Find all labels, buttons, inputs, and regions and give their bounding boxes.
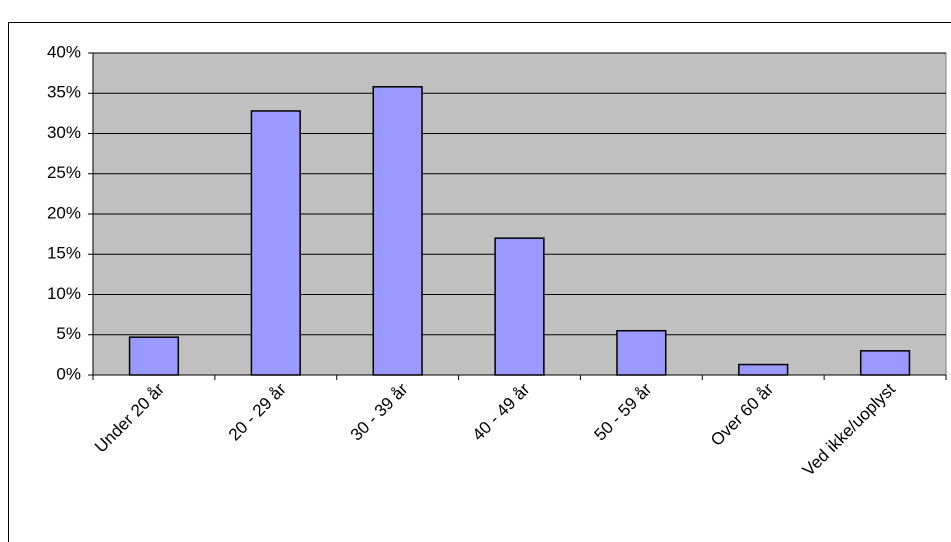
y-tick-label: 10% [47,284,81,303]
x-tick-label: 50 - 59 år [590,379,655,444]
y-tick-label: 0% [56,364,81,383]
x-tick-label: 40 - 49 år [469,379,534,444]
bar [250,110,301,376]
x-tick-label: Ved ikke/uoplyst [799,379,899,479]
y-tick-label: 35% [47,83,81,102]
bar [372,86,423,376]
bar [616,329,667,376]
bar [738,363,789,376]
bar [859,350,911,376]
y-tick-label: 40% [47,42,81,61]
y-tick-label: 15% [47,244,81,263]
bar [128,336,180,376]
y-tick-label: 20% [47,203,81,222]
x-tick-label: 30 - 39 år [347,379,412,444]
x-tick-label: 20 - 29 år [225,379,290,444]
y-tick-label: 30% [47,123,81,142]
x-tick-label: Under 20 år [91,379,168,456]
x-tick-label: Over 60 år [707,379,777,449]
y-tick-label: 25% [47,163,81,182]
y-tick-label: 5% [56,324,81,343]
bar [494,237,545,376]
